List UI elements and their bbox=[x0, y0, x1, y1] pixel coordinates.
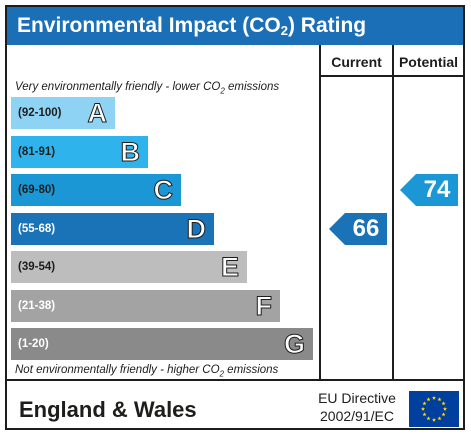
band-letter: E bbox=[220, 252, 239, 283]
region-label: England & Wales bbox=[19, 397, 197, 422]
flag-star bbox=[422, 412, 427, 417]
flag-star bbox=[437, 397, 442, 402]
header-divider bbox=[319, 75, 463, 77]
band-g: (1-20) G bbox=[11, 328, 313, 360]
bottom-caption: Not environmentally friendly - higher CO… bbox=[15, 364, 279, 379]
band-letter: C bbox=[153, 175, 173, 206]
footer-divider bbox=[7, 379, 463, 381]
potential-rating-arrow: 74 bbox=[400, 174, 458, 206]
top-caption: Very environmentally friendly - lower CO… bbox=[15, 81, 280, 96]
flag-star bbox=[441, 401, 446, 406]
potential-column-divider bbox=[392, 45, 394, 379]
band-a: (92-100) A bbox=[11, 97, 115, 129]
potential-column-header: Potential bbox=[398, 54, 459, 70]
band-b: (81-91) B bbox=[11, 135, 148, 168]
flag-star bbox=[431, 417, 437, 422]
current-column-header: Current bbox=[331, 54, 382, 70]
band-range: (55-68) bbox=[18, 222, 56, 235]
band-letter: B bbox=[120, 136, 140, 167]
band-f: (21-38) F bbox=[11, 289, 280, 322]
band-range: (81-91) bbox=[18, 145, 56, 158]
flag-star bbox=[441, 412, 446, 417]
potential-rating-value: 74 bbox=[423, 176, 451, 203]
flag-star bbox=[437, 416, 442, 421]
flag-star bbox=[426, 416, 431, 421]
band-d: (55-68) D bbox=[11, 212, 214, 245]
current-rating-arrow: 66 bbox=[329, 212, 387, 245]
band-letter: G bbox=[283, 329, 305, 360]
band-letter: D bbox=[186, 213, 206, 244]
band-range: (1-20) bbox=[18, 338, 49, 350]
flag-star bbox=[422, 401, 427, 406]
band-letter: A bbox=[87, 98, 107, 129]
band-c: (69-80) C bbox=[11, 174, 181, 206]
band-range: (69-80) bbox=[18, 184, 56, 196]
flag-star bbox=[442, 406, 448, 411]
current-rating-value: 66 bbox=[352, 214, 380, 242]
flag-star bbox=[420, 406, 426, 411]
band-range: (21-38) bbox=[18, 299, 56, 312]
eu-flag-icon bbox=[409, 391, 459, 427]
band-letter: F bbox=[255, 290, 272, 321]
flag-star bbox=[431, 395, 437, 400]
eu-directive-label: EU Directive 2002/91/EC bbox=[318, 390, 396, 424]
band-range: (39-54) bbox=[18, 261, 56, 273]
band-e: (39-54) E bbox=[11, 251, 247, 283]
rating-frame: Environmental Impact (CO2) Rating Curren… bbox=[5, 5, 465, 430]
flag-star bbox=[426, 397, 431, 402]
chart-title: Environmental Impact (CO2) Rating bbox=[7, 7, 463, 45]
current-column-divider bbox=[319, 45, 321, 379]
band-range: (92-100) bbox=[18, 107, 62, 119]
